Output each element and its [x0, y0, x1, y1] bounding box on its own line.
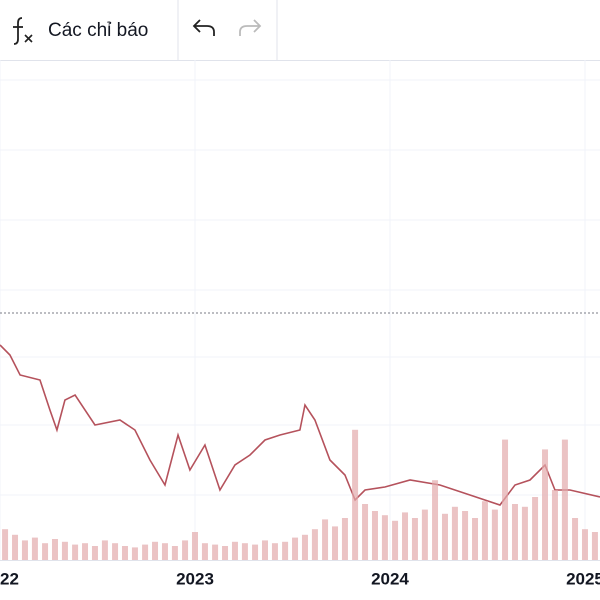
volume-bar: [82, 543, 89, 560]
volume-bar: [282, 541, 289, 560]
volume-bar: [51, 539, 58, 560]
volume-bar: [72, 544, 79, 560]
volume-bar: [212, 544, 219, 560]
volume-bar: [182, 540, 189, 560]
fx-icon: [24, 34, 33, 43]
indicators-label: Các chỉ báo: [48, 20, 148, 41]
volume-bar: [231, 541, 238, 560]
volume-bar: [131, 547, 138, 560]
volume-bar: [2, 529, 9, 560]
volume-bar: [142, 544, 149, 560]
volume-bar: [491, 509, 498, 560]
volume-bar: [411, 518, 418, 560]
volume-bar: [462, 511, 469, 560]
volume-bar: [121, 546, 128, 560]
x-tick-label: 2025: [566, 569, 600, 588]
volume-bar: [322, 519, 329, 560]
volume-bar: [551, 490, 558, 560]
x-tick-label: 2023: [176, 569, 214, 588]
fx-icon: [13, 17, 23, 45]
volume-bar: [561, 439, 568, 560]
volume-bar: [191, 532, 198, 560]
volume-bar: [521, 506, 528, 560]
x-tick-label: 2024: [371, 569, 409, 588]
volume-bar: [101, 540, 108, 560]
volume-bar: [112, 543, 119, 560]
volume-bar: [201, 543, 208, 560]
volume-bar: [441, 513, 448, 560]
indicators-button[interactable]: Các chỉ báo: [13, 17, 148, 45]
volume-bar: [91, 546, 98, 560]
volume-bar: [292, 537, 299, 560]
volume-bar: [432, 480, 439, 560]
volume-bar: [362, 504, 369, 560]
price-line: [0, 344, 600, 506]
volume-bar: [311, 529, 318, 560]
toolbar: [0, 0, 600, 60]
volume-bar: [301, 534, 308, 560]
volume-bar: [12, 534, 19, 560]
volume-bar: [171, 546, 178, 560]
h-grid: [0, 79, 600, 496]
volume-bar: [511, 504, 518, 560]
volume-bar: [61, 541, 68, 560]
volume-bar: [332, 526, 339, 560]
volume-bar: [161, 543, 168, 560]
volume-bar: [581, 529, 588, 560]
volume-bar: [21, 540, 28, 560]
volume-bar: [31, 537, 38, 560]
volume-bar: [591, 532, 598, 560]
volume-bar: [352, 429, 359, 560]
volume-bar: [271, 543, 278, 560]
volume-bar: [451, 506, 458, 560]
volume-bar: [241, 543, 248, 560]
redo-button[interactable]: [239, 19, 262, 36]
volume-bar: [421, 509, 428, 560]
volume-bar: [252, 544, 259, 560]
volume-bar: [532, 497, 539, 560]
volume-bar: [261, 540, 268, 560]
volume-bar: [42, 543, 49, 560]
volume-bar: [472, 518, 479, 560]
volume-bar: [542, 449, 549, 560]
volume-bar: [371, 511, 378, 560]
volume-bar: [152, 541, 159, 560]
volume-bar: [481, 501, 488, 560]
volume-bar: [222, 546, 229, 560]
volume-bar: [402, 512, 409, 560]
volume-bar: [392, 520, 399, 560]
volume-bar: [502, 439, 509, 560]
undo-button[interactable]: [192, 19, 215, 36]
volume-bar: [381, 515, 388, 560]
x-tick-label: 22: [0, 569, 19, 588]
volume-bar: [572, 518, 579, 560]
volume-bar: [341, 518, 348, 560]
